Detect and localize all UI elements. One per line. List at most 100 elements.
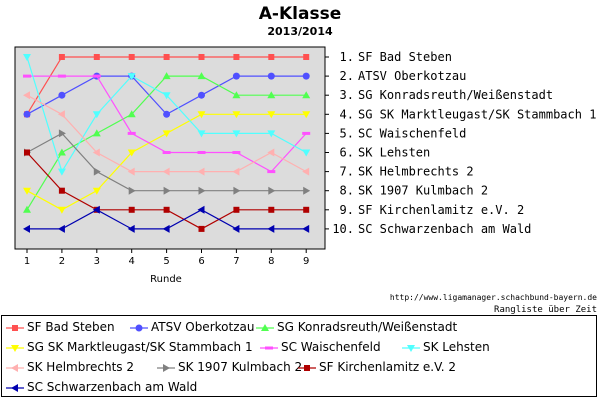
data-point [127,110,136,118]
data-point [197,167,205,176]
data-point [302,91,311,99]
data-point [24,149,30,156]
data-point [92,74,101,78]
data-point [92,205,100,214]
legend-item-10: SC Schwarzenbach am Wald [6,380,197,394]
legend-swatch [130,324,148,331]
data-point [303,54,310,60]
data-point [233,186,241,195]
legend-marker [135,324,143,331]
data-point [267,148,275,157]
x-tick-label: 9 [303,256,309,267]
legend-item-7: SK Helmbrechts 2 [6,360,134,374]
legend-marker [261,323,269,331]
legend-item-2: ATSV Oberkotzau [130,320,254,334]
data-point [57,74,66,78]
data-point [197,72,206,80]
legend-marker [11,383,18,392]
x-tick-label: 2 [59,256,65,267]
data-point [232,111,241,119]
data-point [163,110,171,118]
data-point [127,167,135,176]
legend-swatch [402,344,420,352]
data-point [163,54,170,60]
legend-item-8: SK 1907 Kulmbach 2 [157,360,302,374]
rank-label-number: 2. [340,69,354,83]
data-point [163,186,171,195]
data-point [162,72,171,80]
data-point [162,151,171,154]
x-tick-label: 8 [268,256,274,267]
data-point [92,187,101,195]
chart-title: A-Klasse [259,4,341,24]
series-5 [23,74,311,174]
data-point [57,148,66,156]
data-point [128,54,135,60]
legend-label: ATSV Oberkotzau [151,320,255,334]
data-point [303,186,311,195]
data-point [127,149,136,157]
rank-label-number: 7. [340,165,354,179]
series-8 [24,129,311,195]
data-point [57,224,65,233]
rank-label-team: SK Lehsten [358,146,430,160]
legend-swatch [260,346,278,349]
x-tick-label: 6 [198,256,204,267]
data-point [233,206,240,213]
data-point [162,92,171,100]
data-point [232,72,240,80]
data-point [92,111,101,119]
legend-swatch [157,363,175,372]
rank-label-team: SG SK Marktleugast/SK Stammbach 1 [358,107,596,121]
data-point [197,205,205,214]
data-point [232,224,240,233]
data-point [302,111,311,119]
source-url: http://www.ligamanager.schachbund-bayern… [390,293,597,302]
x-tick-label: 5 [163,256,169,267]
data-point [302,149,311,157]
chart-subtitle: 2013/2014 [267,25,333,38]
rank-label-team: SG Konradsreuth/Weißenstadt [358,88,553,102]
legend-marker [12,324,18,331]
data-point [233,54,240,60]
data-point [23,74,31,78]
data-point [23,205,31,213]
data-point [23,224,30,233]
data-point [92,148,100,157]
data-point [23,187,31,195]
data-point [197,111,206,119]
data-point [58,129,66,138]
data-point [127,224,135,233]
data-point [302,72,310,80]
legend-swatch [6,363,24,372]
legend-label: SG SK Marktleugast/SK Stammbach 1 [27,340,253,354]
rank-label-team: ATSV Oberkotzau [358,69,466,83]
x-axis-label: Runde [150,274,182,285]
legend-label: SF Bad Steben [27,320,115,334]
rank-label-team: SK Helmbrechts 2 [358,165,474,179]
legend-marker [265,346,273,349]
rank-label-number: 9. [340,203,354,217]
data-point [198,91,205,99]
rank-label-number: 3. [340,88,354,102]
rank-label-team: SC Waischenfeld [358,126,466,140]
rank-label-number: 1. [340,50,354,64]
data-point [162,224,170,233]
rank-label-number: 8. [340,184,354,198]
data-point [268,206,275,213]
plot-area [14,46,326,250]
legend-label: SK Helmbrechts 2 [27,360,135,374]
legend-marker [407,344,415,352]
legend-label: SG Konradsreuth/Weißenstadt [277,320,458,334]
data-point [58,187,65,194]
legend: SF Bad Steben ATSV Oberkotzau SG Konradsre… [1,315,597,397]
x-tick-label: 4 [129,256,135,267]
x-tick-label: 7 [233,256,239,267]
data-point [303,206,310,213]
rank-label-team: SK 1907 Kulmbach 2 [358,184,488,198]
legend-item-5: SC Waischenfeld [260,340,381,354]
legend-label: SC Schwarzenbach am Wald [27,380,198,394]
legend-item-6: SK Lehsten [402,340,490,354]
legend-marker [304,364,310,371]
